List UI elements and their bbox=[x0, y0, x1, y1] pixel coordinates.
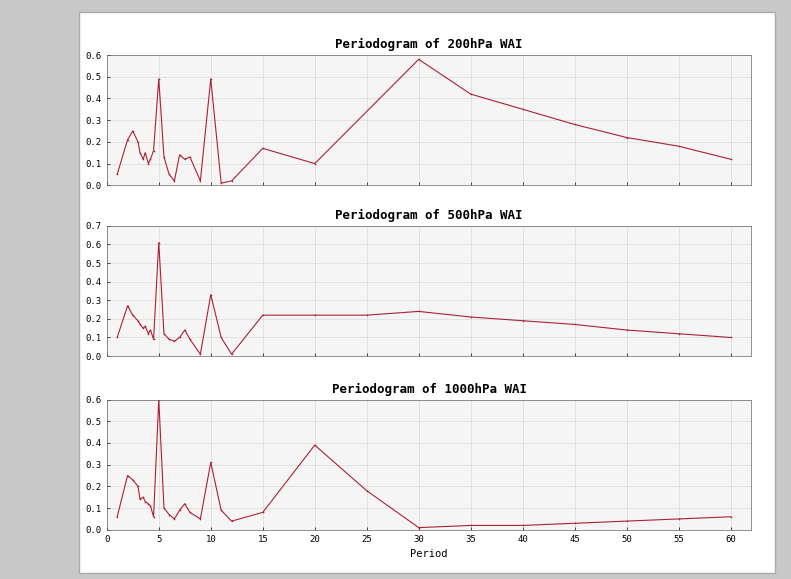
Title: Periodogram of 1000hPa WAI: Periodogram of 1000hPa WAI bbox=[331, 383, 527, 395]
X-axis label: Period: Period bbox=[411, 549, 448, 559]
Title: Periodogram of 500hPa WAI: Periodogram of 500hPa WAI bbox=[335, 209, 523, 222]
Title: Periodogram of 200hPa WAI: Periodogram of 200hPa WAI bbox=[335, 38, 523, 51]
